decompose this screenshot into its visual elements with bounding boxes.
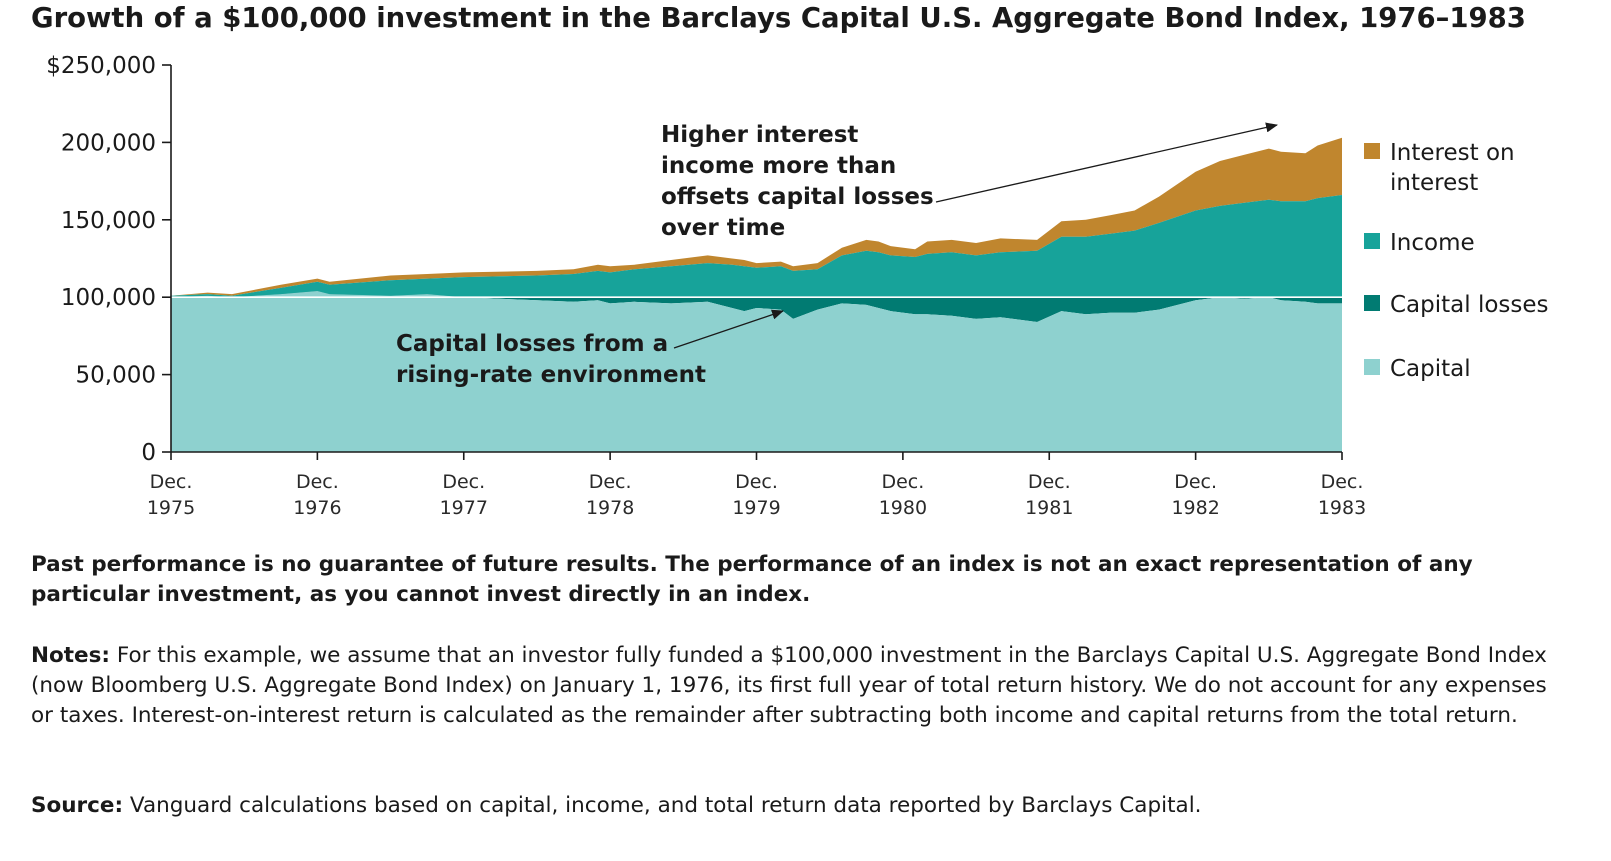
- annotation-capital-losses-arrow: [673, 309, 784, 349]
- y-tick-label: 150,000: [61, 208, 156, 234]
- legend-label-income: Income: [1390, 230, 1475, 256]
- legend-label-capital-losses: Capital losses: [1390, 292, 1549, 318]
- legend: Interest on interest Income Capital losses C…: [1364, 140, 1549, 382]
- capital-area: [171, 291, 1342, 452]
- annotation-capital-losses-text: rising-rate environment: [396, 362, 706, 388]
- chart-svg: $250,000 200,000 150,000 100,000 50,000 0 Dec.…: [46, 53, 1549, 519]
- x-tick-label: Dec.: [589, 471, 632, 493]
- y-tick-label: 200,000: [61, 130, 156, 156]
- area-layers: [171, 137, 1342, 452]
- annotations: Higher interest income more than offsets c…: [396, 122, 1278, 388]
- x-tick-label: 1976: [293, 497, 341, 519]
- y-tick-label: 0: [141, 440, 156, 466]
- annotation-interest-text: Higher interest: [661, 122, 858, 148]
- chart-title: Growth of a $100,000 investment in the B…: [31, 2, 1526, 34]
- x-tick-label: 1979: [732, 497, 780, 519]
- notes-paragraph: Notes: For this example, we assume that …: [31, 641, 1571, 731]
- x-tick-label: Dec.: [296, 471, 339, 493]
- annotation-interest-arrow: [935, 122, 1278, 203]
- x-tick-label: Dec.: [735, 471, 778, 493]
- legend-swatch-capital: [1364, 359, 1380, 375]
- source-paragraph: Source: Vanguard calculations based on c…: [31, 791, 1571, 821]
- x-tick-label: Dec.: [1321, 471, 1364, 493]
- x-tick-label: Dec.: [881, 471, 924, 493]
- x-tick-label: Dec.: [1028, 471, 1071, 493]
- legend-label-interest-on-interest: interest: [1390, 170, 1478, 196]
- annotation-capital-losses-text: Capital losses from a: [396, 331, 668, 357]
- legend-label-capital: Capital: [1390, 356, 1471, 382]
- annotation-interest-text: over time: [661, 215, 785, 241]
- interest-on-interest-area: [171, 137, 1342, 296]
- y-tick-label: $250,000: [46, 53, 156, 79]
- x-tick-label: 1980: [879, 497, 927, 519]
- x-tick-label: 1981: [1025, 497, 1073, 519]
- annotation-interest-text: income more than: [661, 153, 896, 179]
- x-tick-label: Dec.: [150, 471, 193, 493]
- y-tick-label: 100,000: [61, 285, 156, 311]
- source-text: Vanguard calculations based on capital, …: [123, 793, 1202, 818]
- source-label: Source:: [31, 793, 124, 818]
- axes: $250,000 200,000 150,000 100,000 50,000 0 Dec.…: [46, 53, 1366, 519]
- x-tick-label: Dec.: [1174, 471, 1217, 493]
- x-tick-label: Dec.: [442, 471, 485, 493]
- capital-losses-area: [171, 291, 1342, 322]
- legend-swatch-capital-losses: [1364, 295, 1380, 311]
- x-tick-label: 1982: [1171, 497, 1219, 519]
- legend-label-interest-on-interest: Interest on: [1390, 140, 1515, 166]
- x-tick-label: 1983: [1318, 497, 1366, 519]
- y-tick-label: 50,000: [76, 363, 156, 389]
- income-area: [171, 195, 1342, 298]
- legend-swatch-interest-on-interest: [1364, 143, 1380, 159]
- notes-label: Notes:: [31, 643, 111, 668]
- x-tick-label: 1978: [586, 497, 634, 519]
- x-tick-label: 1977: [440, 497, 488, 519]
- notes-text: For this example, we assume that an inve…: [31, 643, 1547, 728]
- x-tick-label: 1975: [147, 497, 195, 519]
- performance-disclaimer: Past performance is no guarantee of futu…: [31, 552, 1473, 607]
- annotation-interest-text: offsets capital losses: [661, 184, 934, 210]
- legend-swatch-income: [1364, 233, 1380, 249]
